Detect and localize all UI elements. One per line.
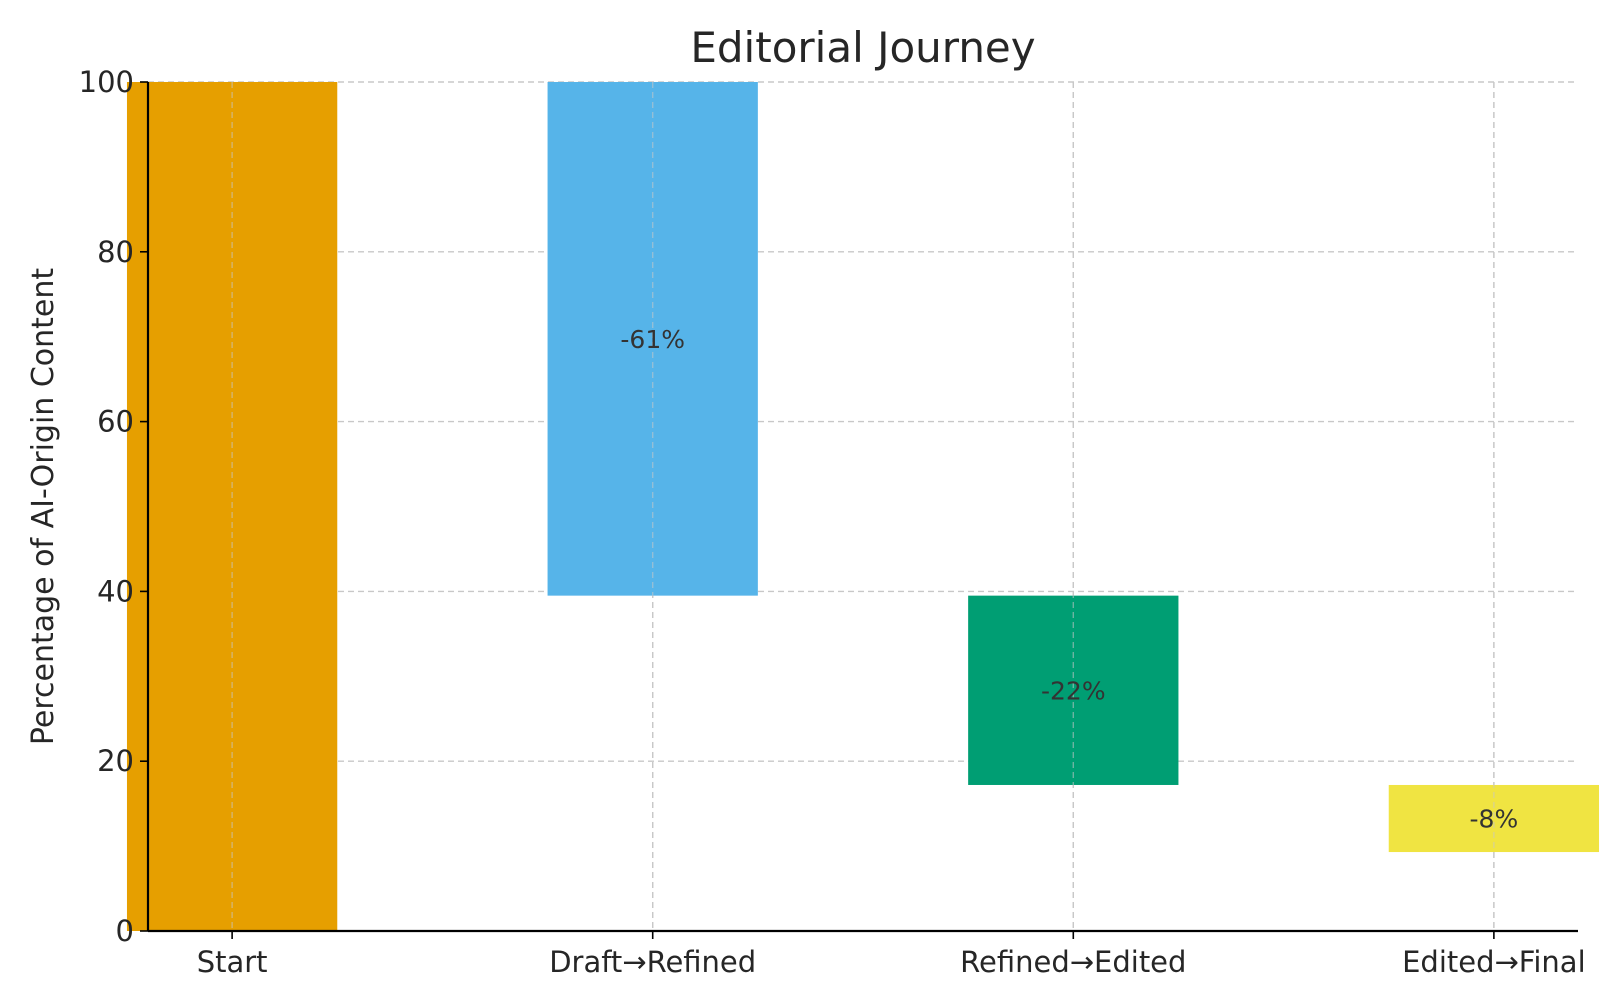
grid <box>148 81 1578 932</box>
data-label-2: -61% <box>620 325 685 354</box>
y-tick-labels: 0 20 40 60 80 100 <box>79 65 148 948</box>
y-tick-label: 20 <box>97 744 134 778</box>
x-tick-label: Edited→Final <box>1402 945 1586 979</box>
data-labels: -61% -22% -8% <box>620 325 1518 834</box>
y-tick-label: 60 <box>97 405 134 439</box>
y-axis-label: Percentage of AI-Origin Content <box>26 268 61 746</box>
y-tick-label: 100 <box>79 65 134 99</box>
x-tick-label: Draft→Refined <box>549 945 756 979</box>
y-tick-label: 40 <box>97 574 134 608</box>
y-tick-label: 80 <box>97 235 134 269</box>
y-tick-label: 0 <box>116 914 134 948</box>
x-tick-label: Start <box>197 945 268 979</box>
chart-title: Editorial Journey <box>690 23 1035 72</box>
axes <box>146 82 1578 933</box>
bars <box>126 82 1600 931</box>
data-label-3: -22% <box>1041 676 1106 705</box>
x-tick-label: Refined→Edited <box>960 945 1186 979</box>
data-label-4: -8% <box>1470 805 1519 834</box>
x-tick-labels: Start Draft→Refined Refined→Edited Edited→F… <box>197 931 1586 979</box>
